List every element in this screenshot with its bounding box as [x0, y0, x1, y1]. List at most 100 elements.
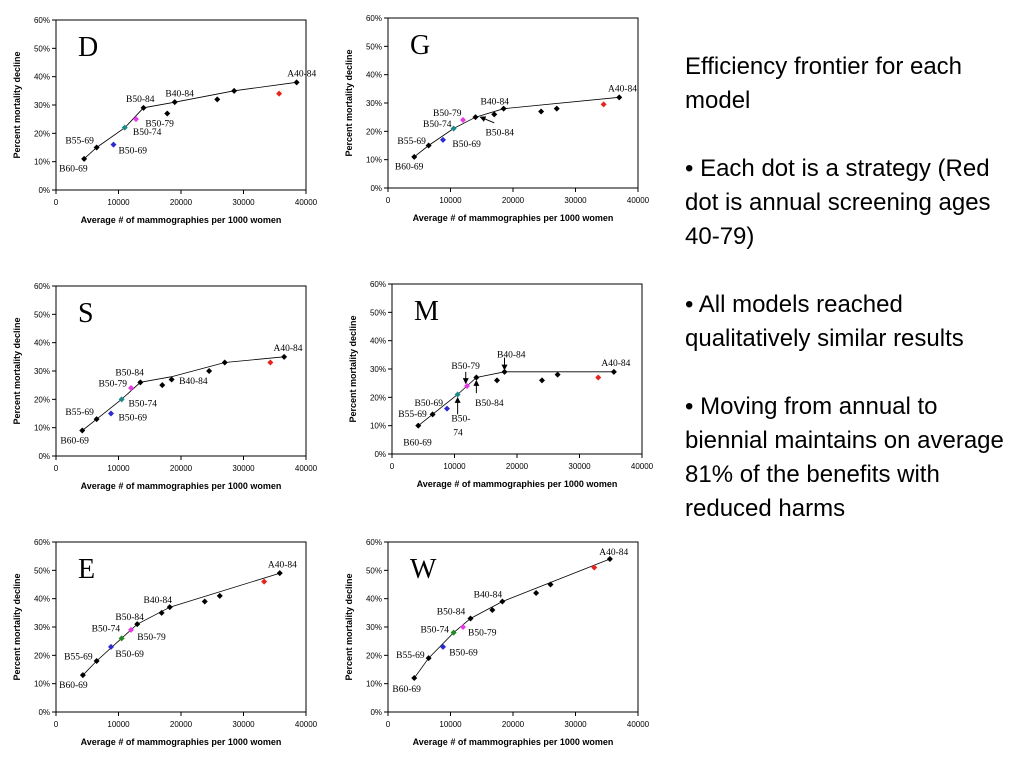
data-point	[133, 116, 139, 123]
y-tick-label: 30%	[34, 367, 50, 376]
data-point	[108, 410, 114, 417]
strategy-label: B50-84	[115, 368, 144, 378]
y-tick-label: 20%	[366, 127, 382, 136]
y-tick-label: 50%	[366, 42, 382, 51]
data-point	[591, 564, 598, 571]
x-tick-label: 30000	[232, 198, 255, 207]
strategy-label: B50-84	[126, 95, 155, 105]
x-tick-label: 20000	[170, 198, 193, 207]
panel-letter: E	[78, 554, 95, 585]
data-point	[425, 142, 432, 149]
data-point	[489, 607, 496, 613]
chart-panel-e: 0% 10% 20% 30% 40% 50% 60% 0 10000 20000 30000 4000…	[6, 532, 336, 762]
y-axis-label: Percent mortality decline	[12, 573, 22, 680]
data-point	[460, 624, 466, 630]
data-point	[108, 643, 114, 650]
y-tick-label: 0%	[38, 186, 50, 195]
data-point	[281, 353, 288, 360]
chart-panel-d: 0% 10% 20% 30% 40% 50% 60% 0 10000 20000 30000 4000…	[6, 10, 336, 240]
y-tick-label: 20%	[370, 393, 386, 402]
data-point	[444, 405, 450, 412]
x-tick-label: 0	[390, 462, 395, 471]
y-tick-label: 30%	[370, 365, 386, 374]
data-point	[467, 615, 474, 622]
panel-letter: M	[414, 296, 439, 327]
y-tick-label: 10%	[34, 680, 50, 689]
strategy-label: B60-69	[60, 436, 89, 446]
strategy-label: B55-69	[398, 410, 427, 420]
annotation-arrow	[479, 116, 495, 124]
panel-letter: W	[410, 554, 437, 585]
data-point	[81, 155, 88, 162]
strategy-label: B50-84	[475, 399, 504, 409]
frontier-line	[82, 356, 285, 431]
strategy-label: A40-84	[268, 561, 297, 571]
data-point	[411, 153, 418, 160]
strategy-label: B40-84	[481, 97, 510, 107]
strategy-label: B55-69	[65, 408, 94, 418]
notes-text: Efficiency frontier for each model • Eac…	[685, 50, 1015, 526]
frontier-line	[418, 371, 614, 427]
data-point	[501, 368, 508, 375]
data-point	[464, 383, 470, 389]
strategy-label: 74	[453, 429, 463, 439]
data-point	[293, 79, 300, 86]
data-point	[411, 675, 418, 681]
data-point	[121, 124, 128, 131]
data-point	[610, 368, 617, 375]
strategy-label: B60-69	[59, 681, 88, 691]
x-tick-label: 0	[54, 720, 59, 729]
strategy-label: B50-69	[115, 650, 144, 660]
y-tick-label: 50%	[34, 310, 50, 319]
data-point	[554, 371, 561, 378]
strategy-label: B50-79	[137, 633, 166, 643]
data-point	[93, 144, 100, 151]
chart-panel-m: 0% 10% 20% 30% 40% 50% 60% 0 10000 20000 30000 4000…	[342, 274, 672, 504]
y-tick-label: 30%	[34, 623, 50, 632]
chart-panel-s: 0% 10% 20% 30% 40% 50% 60% 0 10000 20000 30000 4000…	[6, 276, 336, 506]
y-tick-label: 10%	[366, 680, 382, 689]
y-tick-label: 40%	[366, 71, 382, 80]
data-point	[261, 578, 268, 585]
y-tick-label: 0%	[38, 708, 50, 717]
data-point	[164, 110, 171, 117]
strategy-label: A40-84	[287, 70, 316, 80]
data-point	[276, 90, 283, 97]
strategy-label: A40-84	[601, 359, 630, 369]
strategy-label: B50-79	[468, 629, 497, 639]
strategy-label: B40-84	[497, 351, 526, 361]
data-point	[425, 655, 432, 662]
y-axis-label: Percent mortality decline	[348, 315, 358, 422]
strategy-label: B50-74	[129, 399, 158, 409]
y-tick-label: 50%	[34, 566, 50, 575]
y-tick-label: 0%	[374, 450, 386, 459]
y-tick-label: 40%	[34, 73, 50, 82]
data-point	[450, 125, 457, 132]
strategy-label: B40-84	[165, 90, 194, 100]
y-tick-label: 10%	[366, 156, 382, 165]
y-tick-label: 10%	[34, 158, 50, 167]
data-point	[616, 94, 623, 101]
strategy-label: B40-84	[474, 590, 503, 600]
y-tick-label: 30%	[366, 623, 382, 632]
panel-letter: S	[78, 298, 94, 329]
chart-d: 0% 10% 20% 30% 40% 50% 60% 0 10000 20000 30000 4000…	[12, 16, 318, 225]
x-tick-label: 20000	[502, 720, 525, 729]
y-tick-label: 0%	[38, 452, 50, 461]
data-point	[450, 629, 457, 636]
x-axis-label: Average # of mammographies per 1000 wome…	[81, 215, 282, 225]
x-tick-label: 30000	[564, 720, 587, 729]
x-tick-label: 40000	[295, 198, 318, 207]
y-tick-label: 40%	[370, 337, 386, 346]
x-axis-label: Average # of mammographies per 1000 wome…	[81, 737, 282, 747]
strategy-label: A40-84	[274, 344, 303, 354]
data-point	[499, 598, 506, 605]
data-point	[110, 141, 117, 148]
chart-s: 0% 10% 20% 30% 40% 50% 60% 0 10000 20000 30000 4000…	[12, 282, 318, 491]
data-point	[538, 108, 545, 115]
data-point	[494, 377, 500, 384]
data-point	[171, 99, 178, 106]
x-axis-label: Average # of mammographies per 1000 wome…	[413, 737, 614, 747]
notes-bullet-3: • Moving from annual to biennial maintai…	[685, 393, 1004, 522]
data-point	[440, 643, 446, 650]
